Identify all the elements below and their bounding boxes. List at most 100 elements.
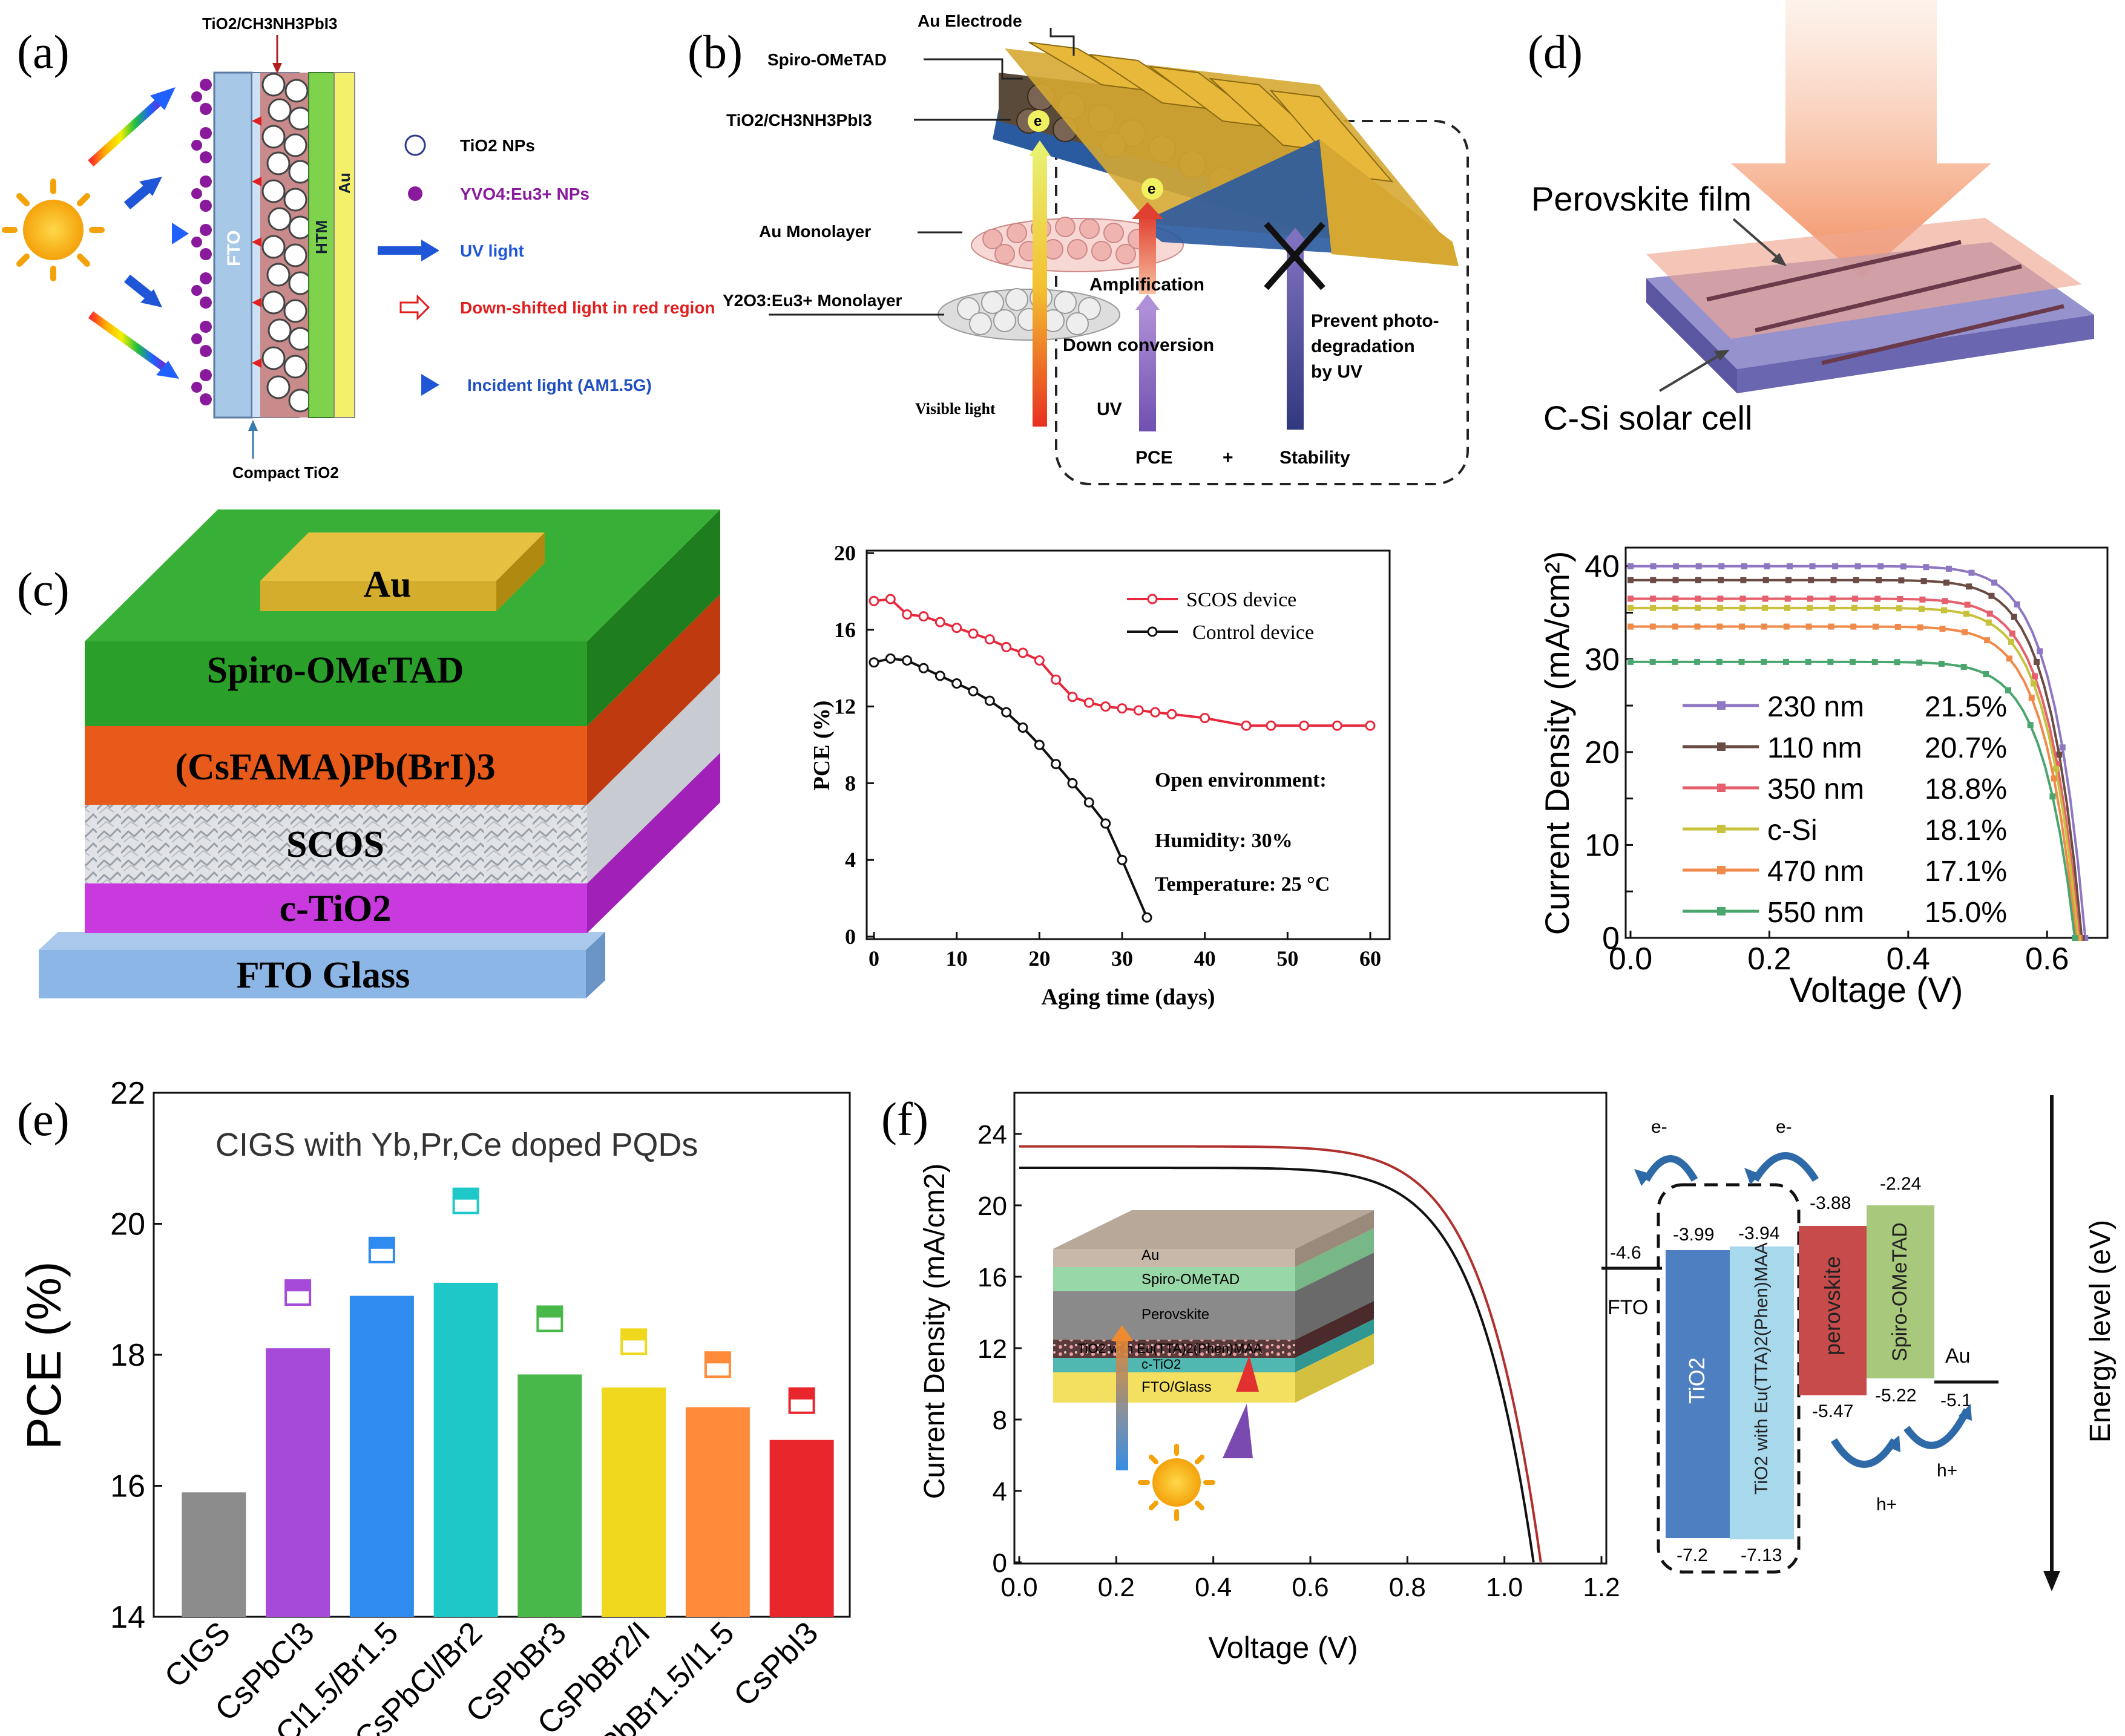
- inset-ctio2: c-TiO2: [1141, 1357, 1181, 1372]
- chart-d-point: [1741, 563, 1747, 569]
- chart-c-point: [869, 657, 879, 668]
- chart-e-category-label: CsPbI3: [727, 1615, 826, 1713]
- chart-f-ytick-label: 4: [993, 1477, 1007, 1507]
- tio2-label: TiO2: [1684, 1357, 1709, 1404]
- chart-d-legend-pce: 17.1%: [1925, 856, 2007, 888]
- c-layer-au: Au: [363, 564, 411, 605]
- chart-d-point: [1854, 563, 1861, 569]
- chart-d-point: [1829, 595, 1836, 602]
- chart-d-point: [1945, 565, 1952, 572]
- chart-e-category-label: CIGS: [158, 1615, 237, 1694]
- sun-icon: [2, 179, 105, 281]
- chart-d-point: [2049, 793, 2056, 800]
- chart-d-point: [1740, 577, 1747, 583]
- panel-b-label: (b): [688, 25, 743, 78]
- chart-e-ytick-label: 14: [110, 1600, 145, 1635]
- chart-e-bar: [433, 1282, 498, 1617]
- chart-d-point: [1716, 623, 1723, 630]
- chart-c-ytick-label: 16: [834, 618, 856, 642]
- chart-d-point: [1739, 604, 1746, 611]
- carrier-e1: e-: [1651, 1117, 1667, 1137]
- chart-d-point: [1694, 658, 1701, 665]
- chart-d-point: [1828, 623, 1834, 630]
- chart-d-point: [1985, 619, 1992, 626]
- chart-c-xtick-label: 0: [869, 946, 879, 971]
- chart-d-legend-pce: 18.8%: [1925, 773, 2007, 805]
- chart-d-point: [1894, 659, 1900, 666]
- chart-d-point: [1695, 577, 1701, 583]
- legend-a-3: Down-shifted light in red region: [460, 298, 715, 317]
- tio2-eu-bottom: -7.13: [1741, 1545, 1782, 1565]
- chart-c-ytick-label: 8: [845, 771, 856, 795]
- chart-d-point: [1627, 577, 1634, 583]
- chart-c-ytick-label: 0: [845, 925, 856, 949]
- inset-au: Au: [1141, 1247, 1159, 1263]
- chart-d-point: [2030, 680, 2037, 687]
- chart-d-legend-pce: 20.7%: [1925, 732, 2007, 764]
- b-amplification: Amplification: [1089, 275, 1204, 295]
- b-label-spiro: Spiro-OMeTAD: [767, 50, 887, 69]
- chart-f-xtick-label: 0.2: [1098, 1573, 1135, 1602]
- y2o3-monolayer: [938, 286, 1120, 341]
- chart-d-point: [1782, 658, 1789, 665]
- chart-d-legend-name: 110 nm: [1767, 732, 1862, 764]
- chart-c-ytick-label: 12: [834, 695, 856, 719]
- chart-f-ytick-label: 0: [993, 1548, 1007, 1578]
- chart-e-ytick-label: 18: [110, 1338, 145, 1373]
- chart-d-legend-name: 470 nm: [1767, 856, 1864, 888]
- electron-label-1: e: [1034, 113, 1042, 129]
- chart-d-point: [1695, 563, 1702, 569]
- chart-d-point: [1650, 595, 1657, 602]
- panel-b: (b): [688, 11, 1469, 485]
- chart-e-marker-fill: [369, 1237, 394, 1249]
- chart-c-xlabel: Aging time (days): [1041, 984, 1215, 1010]
- b-label-au-monolayer: Au Monolayer: [759, 222, 871, 241]
- panel-a-bottom-label: Compact TiO2: [232, 463, 339, 482]
- chart-d-legend-name: 350 nm: [1767, 773, 1864, 805]
- chart-c-point: [934, 617, 945, 627]
- chart-e-marker-fill: [622, 1329, 646, 1341]
- chart-f-xtick-label: 0.4: [1195, 1573, 1232, 1602]
- chart-d-point: [1830, 577, 1837, 583]
- chart-c-point: [1117, 854, 1128, 865]
- chart-d-point: [1718, 563, 1725, 569]
- b-label-au-electrode: Au Electrode: [918, 11, 1022, 30]
- chart-c-point: [951, 623, 962, 634]
- chart-e-marker-fill: [453, 1188, 478, 1200]
- chart-d-legend-marker: [1717, 784, 1726, 792]
- chart-d-xtick-label: 0.2: [1747, 942, 1791, 977]
- chart-c-point: [1150, 707, 1161, 718]
- chart-d-xlabel: Voltage (V): [1790, 971, 1963, 1010]
- b-label-y2o3: Y2O3:Eu3+ Monolayer: [723, 291, 902, 310]
- chart-d-legend-marker: [1717, 866, 1726, 874]
- chart-d-legend-name: c-Si: [1767, 814, 1818, 847]
- chart-c-point: [1017, 722, 1028, 733]
- chart-c-point: [1083, 697, 1094, 708]
- chart-c-point: [1141, 912, 1152, 923]
- panel-a-legend: TiO2 NPs YVO4:Eu3+ NPs UV light Down-shi…: [366, 134, 715, 396]
- chart-d-point: [1988, 592, 1995, 599]
- chart-d-ytick-label: 40: [1585, 549, 1620, 585]
- chart-f-ytick-label: 24: [977, 1120, 1007, 1150]
- chart-c-point: [1117, 703, 1128, 714]
- incident-light-arrows: [88, 87, 189, 379]
- chart-d-point: [2037, 648, 2043, 655]
- chart-f-xlabel: Voltage (V): [1208, 1631, 1358, 1665]
- chart-c-xtick-label: 20: [1028, 946, 1050, 971]
- chart-d-legend-pce: 15.0%: [1925, 897, 2007, 929]
- chart-f-series-line-0: [1019, 1145, 1542, 1563]
- energy-level-diagram: -4.6 FTO TiO2 -3.99 -7.2 TiO2 with Eu(TT…: [1601, 1095, 2117, 1591]
- rainbow-arrow-icon: [366, 374, 439, 396]
- chart-e-bar: [517, 1374, 582, 1617]
- chart-d-point: [2027, 722, 2034, 729]
- chart-d-point: [1809, 563, 1816, 569]
- chart-f-ytick-label: 16: [977, 1263, 1007, 1292]
- chart-c-point: [869, 595, 879, 606]
- chart-d-legend-marker: [1717, 907, 1726, 915]
- chart-d-point: [1960, 664, 1967, 670]
- chart-d-point: [1966, 583, 1972, 590]
- chart-d-point: [1738, 658, 1745, 665]
- chart-d-point: [2006, 655, 2012, 662]
- chart-c-point: [918, 611, 929, 622]
